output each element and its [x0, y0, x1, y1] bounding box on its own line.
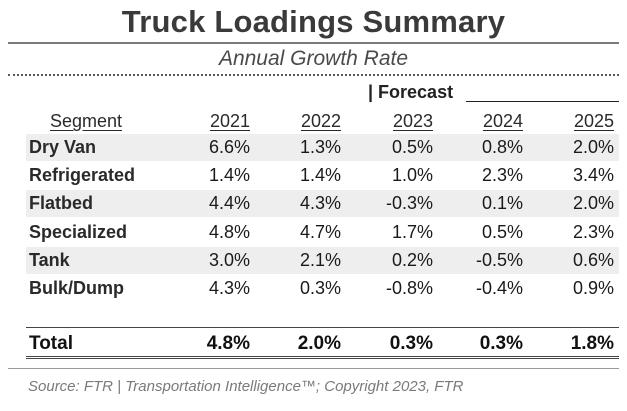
- table-cell: -0.3%: [385, 193, 433, 214]
- table-cell: 0.6%: [572, 249, 614, 270]
- table-cell: -0.8%: [385, 278, 433, 298]
- column-header-2021: 2021: [209, 111, 250, 131]
- column-header-2024: 2024: [482, 111, 523, 131]
- column-header-2023: 2023: [392, 111, 433, 131]
- row-label: Refrigerated: [29, 165, 136, 186]
- total-rule-top: [26, 327, 619, 328]
- row-label: Bulk/Dump: [29, 278, 125, 298]
- table-cell: 4.4%: [208, 193, 250, 214]
- table-cell: 4.3%: [299, 193, 341, 214]
- table-cell: 2.0%: [572, 137, 614, 157]
- table-cell: 2.0%: [572, 193, 614, 214]
- total-cell: 2.0%: [297, 333, 341, 354]
- table-cell: 1.3%: [299, 137, 341, 157]
- table-row: Flatbed 4.4% 4.3% -0.3% 0.1% 2.0%: [26, 190, 619, 218]
- table-cell: 0.5%: [391, 137, 433, 157]
- table-cell: 0.3%: [299, 278, 341, 298]
- table-cell: 3.4%: [572, 165, 614, 186]
- table-cell: 0.9%: [572, 278, 614, 298]
- table-row: Refrigerated 1.4% 1.4% 1.0% 2.3% 3.4%: [26, 162, 619, 189]
- table-cell: 0.2%: [391, 249, 433, 270]
- total-rule-bottom: [26, 356, 619, 359]
- total-cell: 1.8%: [570, 333, 614, 354]
- subtitle-dotted-rule: [8, 74, 619, 76]
- total-cell: 4.8%: [206, 333, 250, 354]
- chart-subtitle: Annual Growth Rate: [218, 47, 409, 70]
- row-label: Tank: [29, 249, 70, 270]
- forecast-label: | Forecast: [368, 82, 454, 102]
- row-label: Dry Van: [29, 137, 97, 157]
- table-cell: 4.7%: [299, 221, 341, 242]
- table-cell: 0.5%: [481, 221, 523, 242]
- table-row: Tank 3.0% 2.1% 0.2% -0.5% 0.6%: [26, 246, 619, 274]
- table-cell: 1.0%: [391, 165, 433, 186]
- table-cell: -0.5%: [475, 249, 523, 270]
- table-cell: 3.0%: [208, 249, 250, 270]
- total-label: Total: [29, 333, 73, 354]
- table-cell: 1.7%: [391, 221, 433, 242]
- table-cell: 4.3%: [208, 278, 250, 298]
- column-header-2022: 2022: [300, 111, 341, 131]
- source-rule: [8, 368, 619, 369]
- total-cell: 0.3%: [389, 333, 433, 354]
- source-note: Source: FTR | Transportation Intelligenc…: [28, 378, 464, 395]
- table-cell: 0.1%: [481, 193, 523, 214]
- title-rule: [8, 42, 619, 44]
- table-cell: 2.1%: [299, 249, 341, 270]
- row-label: Specialized: [29, 221, 128, 242]
- table-cell: 0.8%: [481, 137, 523, 157]
- table-row: Bulk/Dump 4.3% 0.3% -0.8% -0.4% 0.9%: [26, 275, 619, 302]
- table-row: Specialized 4.8% 4.7% 1.7% 0.5% 2.3%: [26, 219, 619, 246]
- column-header-2025: 2025: [573, 111, 614, 131]
- table-cell: 1.4%: [299, 165, 341, 186]
- chart-title: Truck Loadings Summary: [121, 4, 506, 39]
- total-cell: 0.3%: [479, 333, 523, 354]
- forecast-underline: [466, 101, 619, 102]
- table-cell: -0.4%: [475, 278, 523, 298]
- column-header-segment: Segment: [50, 111, 123, 131]
- table-cell: 1.4%: [208, 165, 250, 186]
- row-label: Flatbed: [29, 193, 94, 214]
- table-cell: 2.3%: [481, 165, 523, 186]
- table-cell: 4.8%: [208, 221, 250, 242]
- table-row: Dry Van 6.6% 1.3% 0.5% 0.8% 2.0%: [26, 134, 619, 161]
- table-cell: 6.6%: [208, 137, 250, 157]
- total-row: Total 4.8% 2.0% 0.3% 0.3% 1.8%: [26, 330, 619, 357]
- table-cell: 2.3%: [572, 221, 614, 242]
